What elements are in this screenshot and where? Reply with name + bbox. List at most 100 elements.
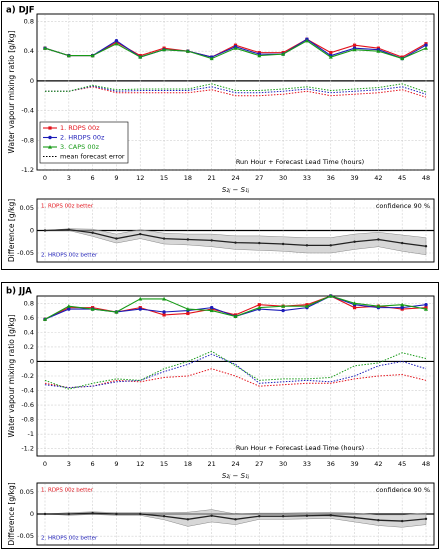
- x-tick-label: 39: [350, 174, 358, 182]
- y-tick-label: -0.4: [21, 387, 34, 395]
- marker: [185, 49, 190, 53]
- marker: [328, 55, 333, 59]
- y-tick-label: 0.05: [20, 488, 34, 496]
- x-tick-label: 12: [136, 174, 144, 182]
- x-tick-label: 6: [91, 460, 95, 468]
- marker: [258, 241, 261, 245]
- marker: [138, 55, 143, 59]
- x-tick-label: 27: [255, 460, 263, 468]
- y-tick-label: 0.8: [24, 299, 34, 307]
- marker: [305, 514, 309, 517]
- error-line: [45, 86, 427, 98]
- marker: [424, 43, 428, 47]
- marker: [210, 514, 213, 517]
- marker: [43, 229, 47, 232]
- x-tick-label: 42: [374, 174, 382, 182]
- y-tick-label: 0: [30, 227, 34, 235]
- y-tick-label: -0.05: [17, 532, 34, 540]
- y-tick-label: -0.4: [21, 107, 34, 115]
- marker: [114, 41, 119, 46]
- marker: [400, 56, 405, 61]
- y-tick-label: 0: [30, 510, 34, 518]
- marker: [162, 237, 166, 240]
- marker: [209, 305, 214, 310]
- x-tick-label: 15: [160, 460, 168, 468]
- marker: [209, 308, 214, 313]
- marker: [139, 232, 142, 236]
- y-tick-label: -0.2: [21, 372, 34, 380]
- marker: [328, 294, 333, 298]
- marker: [233, 314, 238, 318]
- marker: [233, 46, 238, 50]
- x-tick-label: 18: [184, 174, 192, 182]
- marker: [257, 305, 262, 310]
- marker: [209, 56, 214, 61]
- y-tick-label: 0: [30, 77, 34, 85]
- marker: [424, 517, 428, 521]
- y-tick-label: 0.4: [24, 328, 34, 336]
- error-line: [44, 350, 427, 390]
- y-tick-label: -0.8: [21, 136, 34, 144]
- marker: [258, 515, 261, 518]
- marker: [138, 307, 142, 311]
- panel-frame: [1, 282, 439, 549]
- error-line: [44, 353, 427, 389]
- x-tick-label: 3: [67, 460, 71, 468]
- marker: [90, 307, 95, 311]
- annotation: confidence 90 %: [376, 486, 430, 494]
- x-tick-label: 6: [91, 174, 95, 182]
- legend-label: 3. CAPS 00z: [60, 143, 100, 151]
- marker: [304, 304, 309, 308]
- marker: [353, 240, 356, 243]
- marker: [138, 296, 143, 301]
- marker: [400, 305, 404, 310]
- y-tick-label: 0.2: [24, 343, 34, 351]
- marker: [43, 46, 47, 50]
- marker: [329, 244, 332, 247]
- panel-title: a) DJF: [6, 6, 35, 16]
- plot-frame: [36, 482, 435, 546]
- y-tick-label: 0.4: [24, 47, 34, 55]
- marker: [281, 515, 285, 518]
- x-tick-label: 36: [327, 174, 335, 182]
- marker: [162, 515, 166, 518]
- marker: [377, 519, 380, 522]
- x-tick-label: 0: [43, 460, 47, 468]
- marker: [352, 306, 357, 310]
- marker: [48, 145, 52, 149]
- marker: [210, 239, 213, 242]
- marker: [400, 519, 404, 523]
- legend-label: mean forecast error: [60, 153, 125, 161]
- x-tick-label: 42: [374, 460, 382, 468]
- marker: [257, 303, 261, 307]
- legend-box: [39, 121, 129, 164]
- chart-title: S₂ⱼ − S₁ⱼ: [222, 186, 250, 194]
- y-axis-label: Difference [g/kg]: [7, 199, 16, 262]
- marker: [186, 311, 190, 316]
- x-axis-label: Run Hour + Forecast Lead Time (hours): [236, 444, 364, 452]
- y-tick-label: -0.8: [21, 416, 34, 424]
- error-line: [45, 85, 427, 95]
- marker: [90, 53, 95, 58]
- marker: [67, 228, 71, 231]
- marker: [329, 514, 332, 517]
- marker: [48, 135, 52, 140]
- y-tick-label: 0.8: [24, 17, 34, 25]
- marker: [186, 518, 190, 521]
- error-line: [44, 368, 427, 389]
- marker: [400, 302, 405, 307]
- error-line: [45, 83, 427, 93]
- marker: [162, 47, 167, 52]
- annotation: 1. RDPS 00z better: [41, 204, 94, 210]
- x-axis-label: Run Hour + Forecast Lead Time (hours): [236, 158, 364, 166]
- marker: [114, 39, 119, 43]
- marker: [281, 242, 285, 246]
- marker: [115, 512, 118, 516]
- x-tick-label: 36: [327, 460, 335, 468]
- marker: [424, 303, 428, 307]
- marker: [91, 511, 94, 515]
- y-tick-label: -0.6: [21, 401, 34, 409]
- legend-label: 2. HRDPS 00z: [60, 134, 105, 142]
- x-tick-label: 30: [279, 174, 287, 182]
